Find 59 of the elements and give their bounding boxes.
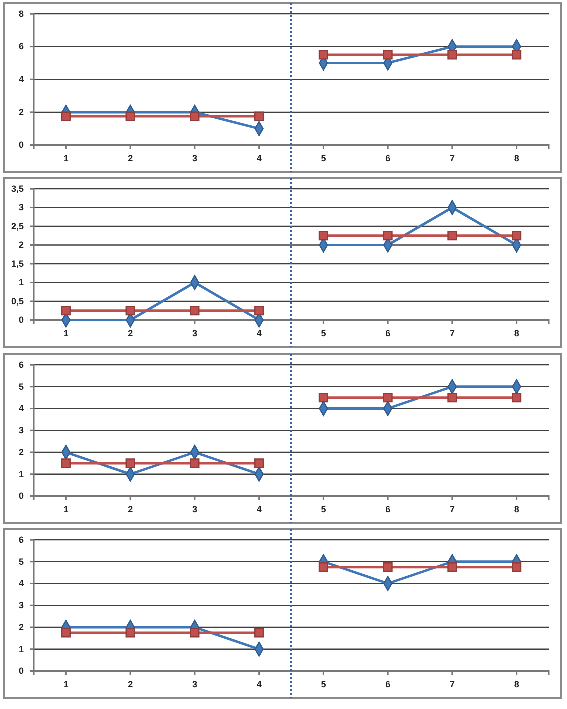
x-tick-label: 3 (192, 504, 198, 514)
y-tick-label: 4 (18, 403, 24, 414)
x-tick-label: 4 (256, 328, 262, 339)
x-tick-label: 8 (514, 328, 520, 339)
x-tick-label: 6 (386, 154, 391, 164)
x-tick-label: 6 (386, 679, 391, 690)
x-tick-label: 3 (192, 154, 198, 164)
x-tick-label: 1 (64, 154, 69, 164)
x-tick-label: 5 (321, 154, 326, 164)
x-tick-label: 7 (450, 679, 455, 690)
y-tick-label: 8 (18, 8, 24, 19)
y-tick-label: 6 (18, 359, 24, 370)
y-tick-label: 4 (18, 578, 24, 588)
y-tick-label: 1 (18, 644, 24, 654)
x-tick-label: 2 (128, 328, 134, 339)
y-tick-label: 5 (18, 556, 24, 567)
y-tick-label: 6 (18, 534, 24, 545)
x-tick-label: 4 (256, 679, 262, 690)
y-tick-label: 2 (18, 240, 24, 250)
x-tick-label: 7 (450, 154, 455, 164)
y-tick-label: 6 (18, 42, 24, 52)
x-tick-label: 6 (386, 504, 391, 514)
x-tick-label: 8 (514, 154, 520, 164)
y-tick-label: 3 (18, 425, 24, 436)
y-tick-label: 1 (18, 468, 24, 479)
x-tick-label: 2 (128, 504, 134, 514)
y-tick-label: 3 (18, 202, 24, 213)
x-tick-label: 8 (514, 679, 520, 690)
x-tick-label: 2 (128, 679, 134, 690)
x-tick-label: 7 (450, 328, 455, 339)
y-tick-label: 3,5 (11, 184, 24, 194)
y-tick-label: 5 (18, 381, 24, 392)
x-tick-label: 3 (192, 328, 198, 339)
x-tick-label: 2 (128, 154, 134, 164)
x-tick-label: 3 (192, 679, 198, 690)
y-tick-label: 0 (18, 490, 24, 501)
y-tick-label: 0 (18, 666, 24, 676)
x-tick-label: 7 (450, 504, 455, 514)
x-tick-label: 4 (256, 504, 262, 514)
x-tick-label: 8 (514, 504, 520, 514)
y-tick-label: 2,5 (11, 222, 24, 232)
y-tick-label: 2 (18, 622, 24, 632)
x-tick-label: 5 (321, 328, 326, 339)
x-tick-label: 1 (64, 504, 69, 514)
y-tick-label: 0,5 (11, 296, 24, 307)
x-tick-label: 1 (64, 328, 69, 339)
x-tick-label: 5 (321, 679, 326, 690)
y-tick-label: 2 (18, 446, 24, 457)
y-tick-label: 3 (18, 600, 24, 610)
y-tick-label: 0 (18, 140, 24, 150)
x-tick-label: 6 (386, 328, 391, 339)
x-tick-label: 1 (64, 679, 69, 690)
y-tick-label: 1,5 (11, 259, 24, 270)
y-tick-label: 1 (18, 278, 24, 288)
y-tick-label: 0 (18, 315, 24, 326)
y-tick-label: 4 (18, 74, 24, 85)
x-tick-label: 4 (256, 154, 262, 164)
y-tick-label: 2 (18, 107, 24, 118)
x-tick-label: 5 (321, 504, 326, 514)
